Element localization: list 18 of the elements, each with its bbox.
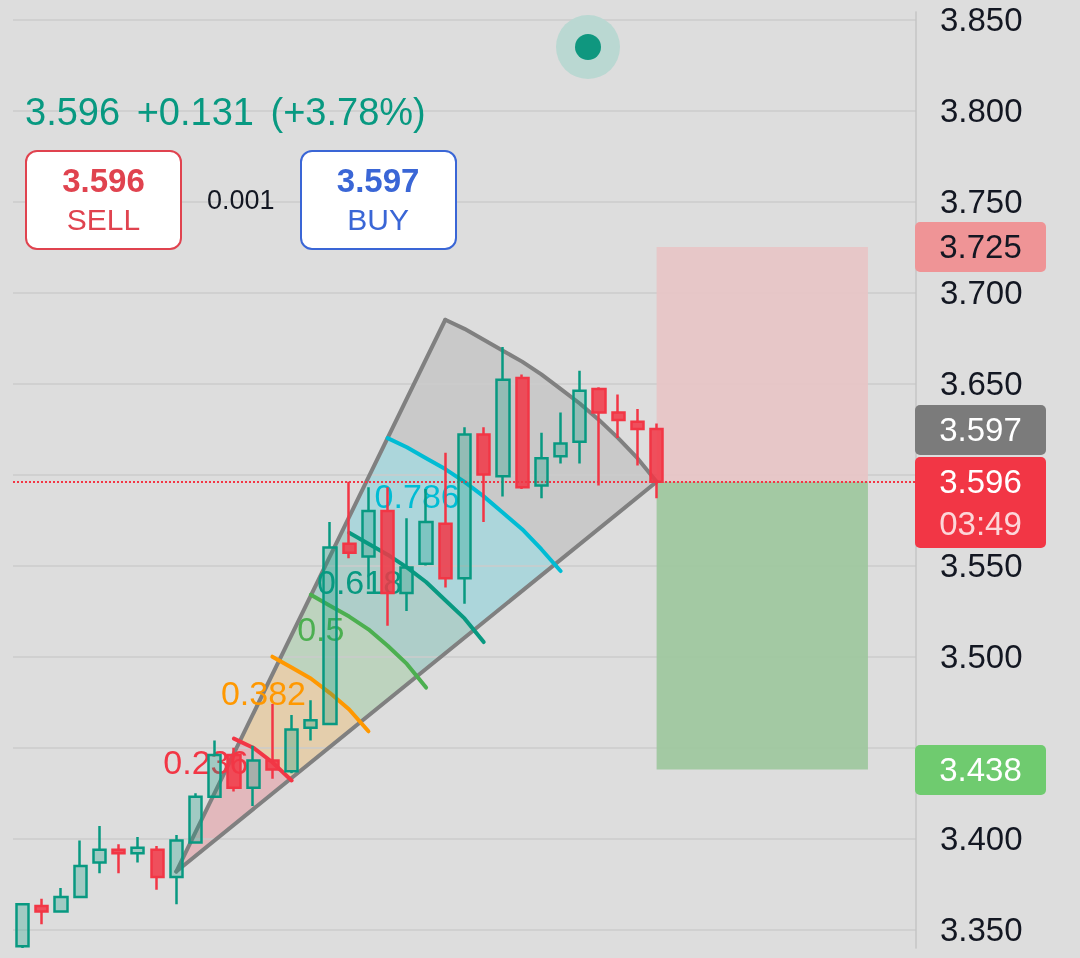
annotation: 0.001 — [207, 184, 275, 216]
y-tick-label: 3.350 — [940, 911, 1023, 949]
y-tick-label: 3.700 — [940, 273, 1023, 311]
y-tick-label: 3.500 — [940, 638, 1023, 676]
ref-line-label: 3.596 03:49 — [915, 456, 1046, 548]
band-label: 3.438 — [915, 744, 1046, 795]
text: 3.596 +0.131 (+3.78%) — [25, 90, 426, 135]
band-label: 3.725 — [915, 221, 1046, 272]
y-tick-label: 3.800 — [940, 91, 1023, 129]
y-tick-label: 3.650 — [940, 364, 1023, 402]
series-label: 0.382 — [220, 674, 307, 713]
y-tick-label: 3.550 — [940, 547, 1023, 585]
y-tick-label: 3.400 — [940, 820, 1023, 858]
annotation: 3.597 BUY — [336, 161, 420, 238]
y-tick-label: 3.750 — [940, 182, 1023, 220]
annotation: 3.596 SELL — [62, 161, 145, 238]
text: 3.597 — [915, 404, 1046, 455]
y-tick-label: 3.850 — [940, 0, 1023, 38]
